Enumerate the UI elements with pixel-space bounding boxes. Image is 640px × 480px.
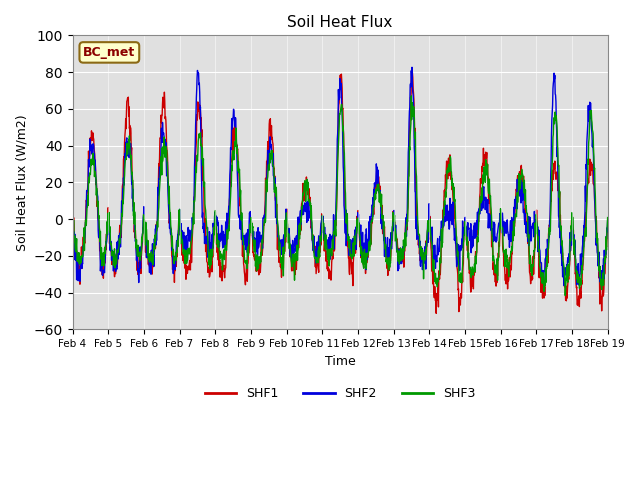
Line: SHF2: SHF2 (72, 67, 607, 286)
Y-axis label: Soil Heat Flux (W/m2): Soil Heat Flux (W/m2) (15, 114, 28, 251)
Title: Soil Heat Flux: Soil Heat Flux (287, 15, 393, 30)
SHF3 (493, 256, 501, 262)
SHF2 (188, 228, 195, 233)
SHF2 (604, 218, 611, 224)
Legend: SHF1, SHF2, SHF3: SHF1, SHF2, SHF3 (200, 383, 481, 406)
SHF3 (604, 215, 611, 220)
SHF3 (68, 218, 76, 224)
SHF2 (560, 283, 568, 288)
SHF3 (175, 229, 182, 235)
SHF3 (408, 93, 415, 99)
SHF1 (493, 273, 501, 279)
SHF2 (408, 64, 416, 70)
SHF1 (424, 233, 431, 239)
X-axis label: Time: Time (324, 355, 355, 368)
Text: BC_met: BC_met (83, 46, 136, 59)
SHF1 (433, 311, 440, 316)
SHF2 (248, 230, 255, 236)
Line: SHF3: SHF3 (72, 96, 607, 296)
SHF1 (248, 218, 255, 224)
SHF1 (604, 226, 611, 231)
SHF1 (541, 293, 548, 299)
SHF3 (248, 230, 255, 236)
SHF1 (175, 228, 182, 233)
SHF1 (188, 260, 195, 265)
SHF2 (541, 268, 548, 274)
SHF2 (493, 231, 501, 237)
SHF1 (68, 205, 76, 211)
SHF1 (408, 67, 415, 73)
SHF3 (541, 285, 548, 291)
SHF2 (424, 233, 431, 239)
SHF2 (175, 228, 182, 233)
SHF3 (188, 235, 195, 241)
SHF2 (68, 204, 76, 210)
SHF3 (561, 293, 569, 299)
SHF3 (424, 228, 431, 234)
Line: SHF1: SHF1 (72, 70, 607, 313)
